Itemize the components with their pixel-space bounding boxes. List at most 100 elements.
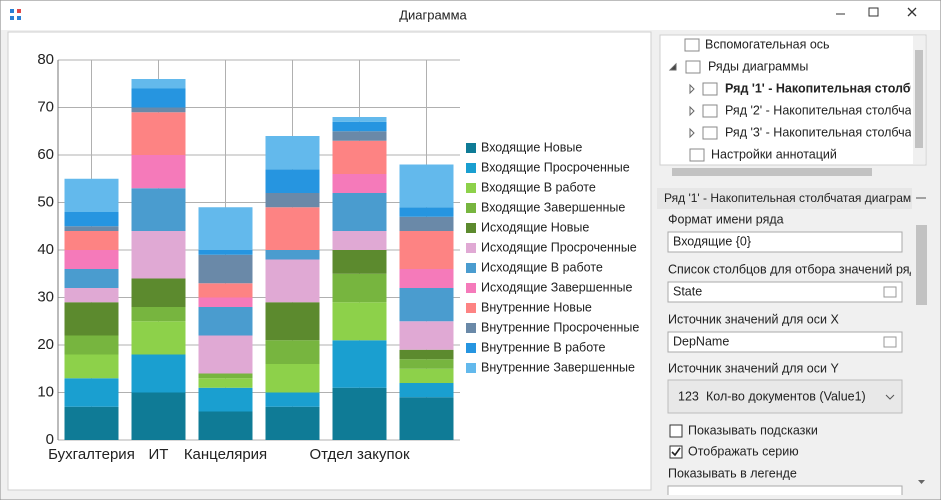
tree-item[interactable]: Вспомогательная ось: [705, 37, 830, 51]
text-input[interactable]: [667, 331, 903, 353]
bar-segment: [332, 140, 387, 174]
field-value: Входящие {0}: [673, 234, 751, 248]
panel-scroll-thumb[interactable]: [916, 225, 927, 305]
field-label: Источник значений для оси X: [668, 312, 839, 326]
bar-segment: [265, 169, 320, 193]
bar-segment: [198, 411, 253, 440]
bar-segment: [399, 397, 454, 440]
field-label: Список столбцов для отбора значений ряд: [668, 262, 918, 276]
checkbox-label[interactable]: Отображать серию: [688, 444, 799, 458]
y-tick-label: 50: [37, 193, 54, 210]
bar-segment: [198, 283, 253, 298]
tree-item[interactable]: Ряд '1' - Накопительная столбча: [725, 81, 925, 95]
legend-swatch: [466, 203, 476, 213]
bar-segment: [399, 359, 454, 369]
y-tick-label: 40: [37, 241, 54, 258]
bar-segment: [131, 231, 186, 279]
bar-segment: [265, 136, 320, 170]
bar-segment: [131, 307, 186, 322]
legend-swatch: [466, 243, 476, 253]
tree-hscroll-thumb[interactable]: [672, 168, 872, 176]
field-label: Формат имени ряда: [668, 212, 784, 226]
legend-label: Внутренние Новые: [481, 300, 592, 314]
bar-segment: [64, 335, 119, 355]
bar-segment: [131, 79, 186, 89]
bar-segment: [198, 207, 253, 250]
dropdown-prefix: 123: [678, 389, 699, 403]
list-button[interactable]: [883, 286, 897, 298]
app-icon: [10, 9, 21, 20]
bar-segment: [198, 250, 253, 255]
tree-item[interactable]: Ряд '3' - Накопительная столбча: [725, 125, 912, 139]
list-button[interactable]: [883, 336, 897, 348]
y-tick-label: 60: [37, 146, 54, 163]
expand-arrow[interactable]: [668, 62, 677, 71]
tree-items: Вспомогательная ось Ряды диаграммы Ряд '1'…: [668, 37, 925, 162]
bar-segment: [332, 387, 387, 440]
bar-segment: [64, 378, 119, 407]
bar-segment: [332, 131, 387, 141]
legend-label: Исходящие Новые: [481, 220, 589, 234]
checkbox-label[interactable]: Показывать подсказки: [688, 423, 818, 437]
text-input[interactable]: [667, 231, 903, 253]
section-header: [657, 188, 912, 209]
x-tick-label: Бухгалтерия: [48, 446, 135, 463]
bar-segment: [399, 383, 454, 398]
expand-arrow[interactable]: [689, 83, 695, 95]
y-tick-label: 10: [37, 383, 54, 400]
dropdown[interactable]: [667, 379, 903, 414]
bar-segment: [399, 269, 454, 288]
legend-swatch: [466, 223, 476, 233]
x-tick-label: ИТ: [149, 446, 169, 463]
expand-arrow[interactable]: [689, 105, 695, 117]
field-value: State: [673, 284, 702, 298]
maximize-button[interactable]: [868, 7, 879, 17]
text-input[interactable]: [667, 485, 903, 500]
bar-segment: [64, 231, 119, 250]
field-label: Показывать в легенде: [668, 466, 797, 480]
tree-icon: [702, 126, 718, 140]
tree-item[interactable]: Настройки аннотаций: [711, 147, 837, 161]
bar-segment: [198, 387, 253, 412]
close-button[interactable]: [907, 7, 917, 17]
bar-segment: [399, 216, 454, 231]
bar-segment: [198, 254, 253, 284]
scroll-down-arrow[interactable]: [918, 480, 925, 484]
checkbox[interactable]: [669, 424, 683, 438]
checkbox[interactable]: [669, 445, 683, 459]
bar-segment: [265, 250, 320, 260]
tree-icon: [684, 38, 700, 52]
text-input[interactable]: [667, 281, 903, 303]
dropdown-arrow: [885, 394, 895, 400]
bar-segment: [332, 302, 387, 341]
tree-scroll-thumb[interactable]: [915, 50, 923, 148]
legend-label: Входящие Новые: [481, 140, 582, 154]
bar-segment: [332, 117, 387, 122]
y-tick-label: 70: [37, 98, 54, 115]
legend-swatch: [466, 283, 476, 293]
bar-segment: [265, 207, 320, 250]
legend-label: Внутренние В работе: [481, 340, 605, 354]
bar-segment: [131, 107, 186, 113]
bar-segment: [332, 231, 387, 250]
bar-segment: [332, 174, 387, 193]
tree-item[interactable]: Ряд '2' - Накопительная столбчата: [725, 103, 924, 117]
bar-segment: [64, 269, 119, 288]
legend-swatch: [466, 363, 476, 373]
properties: Формат имени ряда Входящие {0} Список стол…: [667, 212, 918, 500]
bar-segment: [399, 207, 454, 217]
bar-segment: [198, 378, 253, 388]
tree-icon: [685, 60, 701, 74]
tree-item[interactable]: Ряды диаграммы: [708, 59, 808, 73]
legend-label: Входящие В работе: [481, 180, 596, 194]
bar-segment: [131, 392, 186, 440]
bar-segment: [265, 259, 320, 303]
legend-swatch: [466, 163, 476, 173]
expand-arrow[interactable]: [689, 127, 695, 139]
bar-segment: [399, 288, 454, 322]
legend-swatch: [466, 143, 476, 153]
bar-segment: [64, 212, 119, 227]
bar-segment: [332, 250, 387, 274]
bar-segment: [399, 321, 454, 350]
